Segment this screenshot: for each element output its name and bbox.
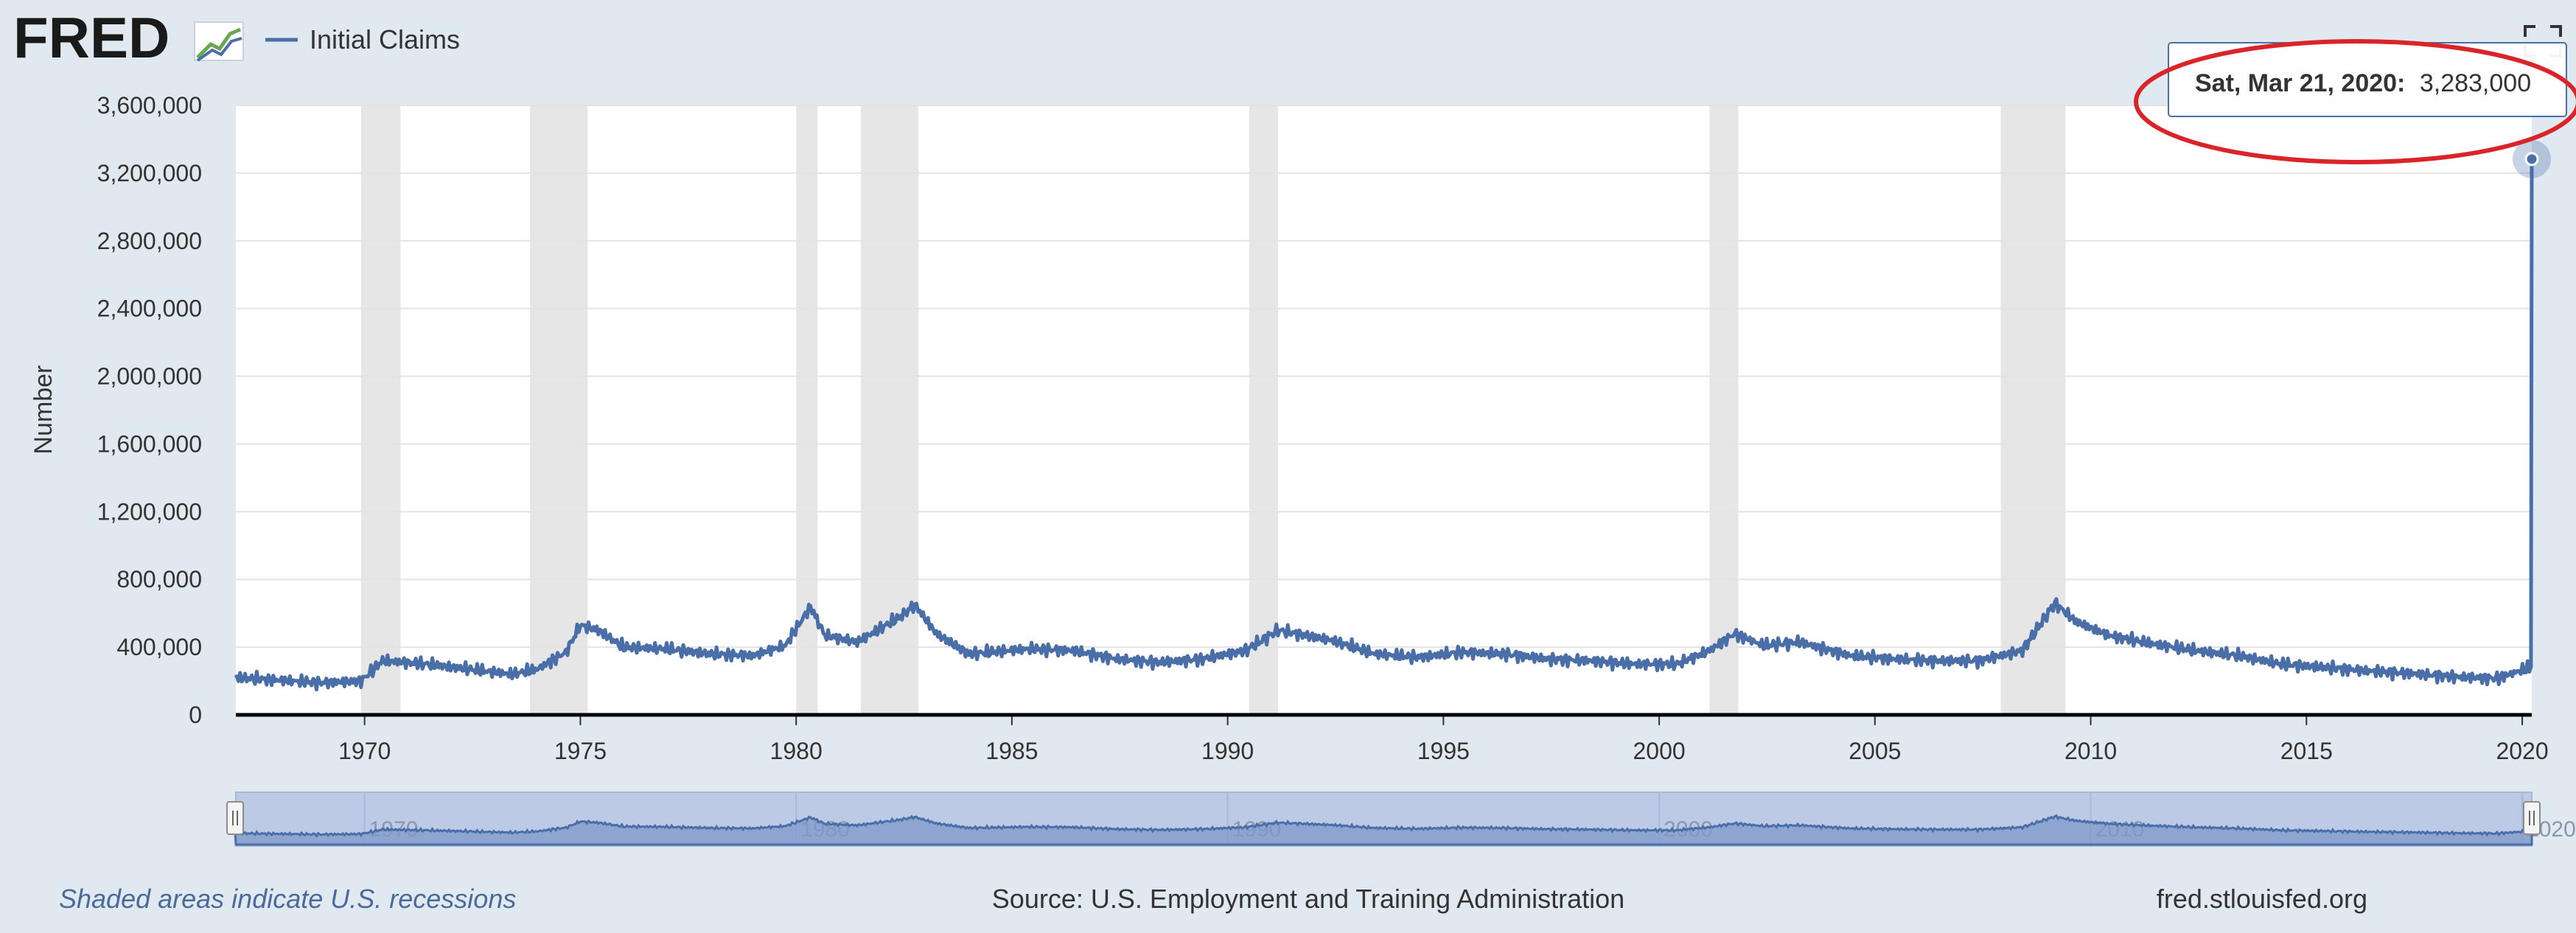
svg-text:Sat, Mar 21, 2020: 3,283: Sat, Mar 21, 2020: 3,283,000 bbox=[2195, 69, 2531, 97]
y-tick-label: 0 bbox=[189, 702, 202, 728]
legend-label: Initial Claims bbox=[310, 24, 460, 55]
x-tick-label: 2000 bbox=[1633, 738, 1685, 764]
x-tick-label: 2010 bbox=[2064, 738, 2117, 764]
fred-logo-text: FRED bbox=[13, 5, 170, 70]
y-tick-label: 1,200,000 bbox=[97, 498, 202, 525]
recession-band-0 bbox=[360, 105, 401, 715]
recession-band-6 bbox=[2000, 105, 2066, 715]
y-tick-label: 3,200,000 bbox=[97, 160, 202, 186]
recession-band-4 bbox=[1249, 105, 1278, 715]
highlight-circle-annotation bbox=[2134, 39, 2576, 164]
tooltip-value: 3,283,000 bbox=[2420, 69, 2531, 97]
x-tick-label: 1980 bbox=[770, 738, 823, 764]
x-tick-label: 1975 bbox=[554, 738, 607, 764]
tooltip-date: Sat, Mar 21, 2020: bbox=[2195, 69, 2405, 97]
series-line-initial-claims bbox=[234, 158, 2534, 692]
navigator-handle-right[interactable] bbox=[2523, 801, 2541, 835]
y-tick-label: 2,000,000 bbox=[97, 363, 202, 390]
range-navigator[interactable]: 197019801990200020102020 bbox=[226, 792, 2576, 847]
y-tick-label: 2,800,000 bbox=[97, 228, 202, 254]
site-link[interactable]: fred.stlouisfed.org bbox=[2157, 884, 2367, 914]
x-tick-label: 2015 bbox=[2280, 738, 2333, 764]
source-text: Source: U.S. Employment and Training Adm… bbox=[992, 884, 1624, 914]
recession-note: Shaded areas indicate U.S. recessions bbox=[59, 884, 516, 914]
y-axis-title: Number bbox=[29, 366, 57, 455]
y-axis-ticks: 0 400,000 800,000 1,200,000 1,600,000 2,000,0… bbox=[97, 92, 202, 728]
x-tick-label: 1995 bbox=[1417, 738, 1470, 764]
x-tick-label: 1990 bbox=[1201, 738, 1254, 764]
x-axis-ticks: 1970 1975 1980 1985 1990 1995 2000 2005 2010 2015… bbox=[338, 715, 2549, 764]
tooltip: Sat, Mar 21, 2020: 3,283,000 bbox=[2168, 42, 2567, 117]
hover-marker bbox=[2513, 139, 2551, 178]
y-tick-label: 400,000 bbox=[116, 634, 202, 660]
recession-band-1 bbox=[530, 105, 588, 715]
y-tick-label: 1,600,000 bbox=[97, 430, 202, 457]
fullscreen-icon[interactable] bbox=[2524, 25, 2562, 57]
gridlines bbox=[236, 105, 2532, 649]
fred-logo[interactable]: FRED bbox=[13, 5, 244, 70]
navigator-handle-left[interactable] bbox=[226, 801, 244, 835]
recession-bands bbox=[360, 105, 2066, 715]
x-tick-label: 2020 bbox=[2496, 738, 2548, 764]
x-tick-label: 1970 bbox=[338, 738, 391, 764]
y-tick-label: 3,600,000 bbox=[97, 92, 202, 119]
recession-band-5 bbox=[1709, 105, 1739, 715]
legend[interactable]: Initial Claims bbox=[265, 24, 460, 55]
fred-graph-logo-icon bbox=[194, 21, 244, 62]
navigator-series bbox=[234, 814, 2533, 846]
y-tick-label: 2,400,000 bbox=[97, 296, 202, 322]
x-tick-label: 1985 bbox=[985, 738, 1038, 764]
plot-area bbox=[236, 105, 2532, 715]
y-tick-label: 800,000 bbox=[116, 566, 202, 593]
x-tick-label: 2005 bbox=[1849, 738, 1901, 764]
